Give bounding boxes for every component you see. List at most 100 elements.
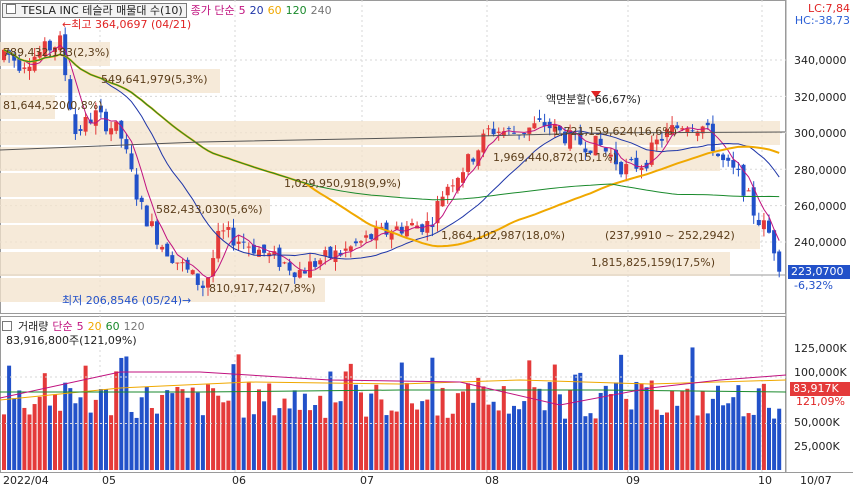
volume-bar <box>22 407 27 470</box>
checkbox-icon[interactable] <box>2 321 12 331</box>
volume-bar <box>333 402 338 470</box>
volume-bar <box>568 390 573 470</box>
ma240-line <box>0 131 786 151</box>
ma20-line <box>3 49 780 260</box>
x-label-apr: 2022/04 <box>3 474 49 487</box>
candle-body <box>670 125 675 135</box>
candle-body <box>568 130 573 149</box>
volume-bar <box>165 390 170 470</box>
high-label: ←최고 364,0697 (04/21) <box>62 18 192 31</box>
candle-body <box>318 260 323 265</box>
candle-body <box>328 246 333 259</box>
volume-bar <box>155 413 159 470</box>
current-change: -6,32% <box>794 279 833 292</box>
volume-bar <box>236 354 241 470</box>
candle-body <box>710 123 715 152</box>
volume-bar <box>287 408 292 470</box>
candle-body <box>155 221 159 245</box>
vol-tick-100: 100,000K <box>794 366 847 379</box>
volume-bar <box>139 397 144 470</box>
candle-body <box>257 249 261 257</box>
range-annotation: (237,9910 ~ 252,2942) <box>605 229 735 242</box>
candle-body <box>726 157 731 161</box>
volume-bar <box>384 415 389 470</box>
vol-ma20: 20 <box>87 319 102 333</box>
profile-label-7: 582,433,030(5,6%) <box>156 203 263 216</box>
y-tick-240: 240,0000 <box>794 236 847 249</box>
candle-body <box>282 262 287 264</box>
volume-bar <box>461 391 465 470</box>
vol-tick-125: 125,000K <box>794 342 847 355</box>
candle-body <box>481 133 486 153</box>
checkbox-icon[interactable] <box>6 3 16 14</box>
ma5-label: 5 <box>238 3 246 17</box>
volume-bar <box>680 391 685 470</box>
symbol-box[interactable]: TESLA INC 테슬라 매물대 수(10) <box>2 2 187 18</box>
volume-bar <box>42 373 47 470</box>
candle-body <box>756 219 761 226</box>
volume-bar <box>282 398 287 470</box>
candle-body <box>27 66 32 71</box>
candle-body <box>506 128 511 130</box>
volume-bar <box>328 371 333 470</box>
candle-body <box>680 128 685 130</box>
volume-bar <box>257 389 261 470</box>
volume-bar <box>144 386 149 470</box>
volume-bar <box>552 364 557 470</box>
volume-bar <box>190 387 195 470</box>
candle-body <box>364 235 369 238</box>
candle-body <box>736 168 741 171</box>
candle-body <box>619 162 624 175</box>
candle-body <box>42 41 47 56</box>
volume-bar <box>430 357 435 470</box>
candle-body <box>348 246 353 251</box>
volume-bar <box>736 385 741 470</box>
volume-bar <box>394 411 399 470</box>
volume-bar <box>221 402 226 470</box>
current-volume-pct: 121,09% <box>796 395 845 408</box>
candle-body <box>767 220 771 233</box>
candle-body <box>185 259 190 270</box>
volume-bar <box>246 382 251 470</box>
volume-bar <box>262 401 267 470</box>
profile-label-5: 1,969,440,872(15,1%) <box>493 151 618 164</box>
volume-bar <box>195 392 200 470</box>
lc-label: LC:7,84 <box>807 2 850 15</box>
candle-body <box>129 153 134 170</box>
volume-bar <box>98 389 103 470</box>
volume-bar <box>726 403 731 470</box>
candle-body <box>211 258 216 277</box>
volume-bar <box>302 393 307 470</box>
volume-bar <box>160 394 165 470</box>
candle-body <box>104 111 108 132</box>
volume-bar <box>17 390 22 470</box>
candle-body <box>58 35 63 51</box>
ma-label: 종가 단순 <box>190 4 235 17</box>
candle-body <box>2 49 6 61</box>
vol-ma60-line <box>0 389 787 393</box>
candle-body <box>700 126 705 134</box>
volume-bar <box>481 386 486 470</box>
volume-profile-band <box>0 199 270 223</box>
volume-bar <box>415 409 420 470</box>
candle-body <box>435 201 440 224</box>
candle-body <box>603 147 608 152</box>
candle-body <box>139 197 144 202</box>
volume-bar <box>756 388 761 470</box>
candle-body <box>190 270 195 275</box>
volume-bar <box>251 414 256 470</box>
candle-body <box>598 138 603 146</box>
volume-bar <box>364 416 369 470</box>
volume-bar <box>410 403 414 470</box>
candle-body <box>593 135 598 156</box>
volume-profile-band <box>0 278 325 302</box>
candle-body <box>690 130 695 132</box>
volume-bar <box>721 405 726 470</box>
volume-bar <box>675 405 680 470</box>
candle-body <box>389 232 394 240</box>
volume-bar <box>435 415 440 470</box>
arrow-right-icon: → <box>182 294 192 307</box>
candle-body <box>17 58 22 71</box>
